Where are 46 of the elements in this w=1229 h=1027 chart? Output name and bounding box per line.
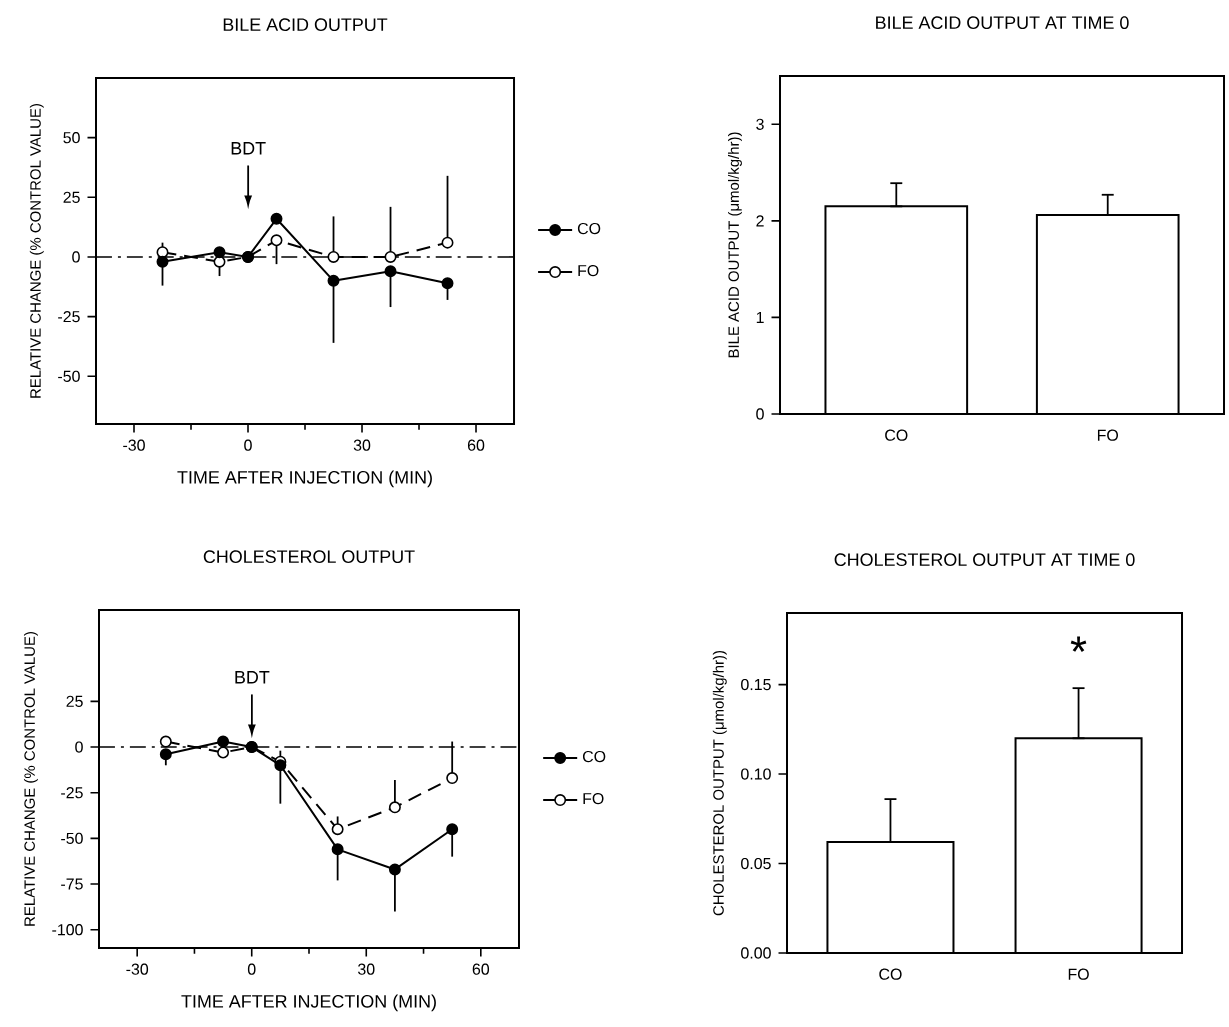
chart-title: CHOLESTEROL OUTPUT bbox=[203, 550, 415, 564]
y-tick-label: 0.10 bbox=[741, 768, 771, 780]
annotation: * bbox=[1070, 636, 1087, 652]
legend-label: CO bbox=[582, 750, 606, 763]
y-tick-label: -50 bbox=[61, 832, 83, 845]
x-tick-label: 60 bbox=[472, 963, 490, 975]
y-tick-label: 3 bbox=[756, 118, 764, 130]
y-axis-title: BILE ACID OUTPUT (μmol/kg/hr)) bbox=[728, 132, 742, 358]
x-axis-title: TIME AFTER INJECTION (MIN) bbox=[181, 994, 436, 1012]
y-tick-label: 25 bbox=[66, 695, 83, 707]
x-tick-label: 30 bbox=[358, 963, 375, 975]
legend-label: FO bbox=[578, 264, 599, 277]
x-tick-label: CO bbox=[879, 968, 902, 980]
legend-label: CO bbox=[577, 222, 601, 235]
x-tick-label: FO bbox=[1068, 968, 1089, 980]
y-tick-label: 0.00 bbox=[741, 947, 771, 959]
y-tick-label: -50 bbox=[58, 370, 80, 382]
y-tick-label: -25 bbox=[61, 787, 83, 799]
y-tick-label: -100 bbox=[52, 924, 83, 936]
x-tick-label: -30 bbox=[123, 439, 145, 451]
y-tick-label: -75 bbox=[61, 878, 83, 890]
annotation: BDT bbox=[235, 671, 270, 684]
x-tick-label: 60 bbox=[467, 439, 485, 451]
y-tick-label: 1 bbox=[756, 311, 764, 323]
y-tick-label: -25 bbox=[58, 310, 80, 323]
y-tick-label: 2 bbox=[756, 215, 764, 227]
x-tick-label: -30 bbox=[126, 963, 149, 975]
y-tick-label: 0.15 bbox=[741, 678, 771, 691]
y-tick-label: 0.05 bbox=[741, 857, 771, 870]
x-tick-label: 0 bbox=[247, 963, 256, 975]
y-tick-label: 0 bbox=[72, 251, 80, 263]
y-tick-label: 0 bbox=[75, 741, 83, 753]
x-axis-title: TIME AFTER INJECTION (MIN) bbox=[177, 470, 432, 488]
y-tick-label: 0 bbox=[756, 408, 764, 420]
chart-title: BILE ACID OUTPUT bbox=[223, 18, 388, 32]
legend-label: FO bbox=[583, 792, 604, 805]
y-tick-label: 25 bbox=[63, 191, 80, 203]
y-tick-label: 50 bbox=[63, 132, 80, 144]
y-axis-title: RELATIVE CHANGE (% CONTROL VALUE) bbox=[23, 631, 38, 926]
chart-title: CHOLESTEROL OUTPUT AT TIME 0 bbox=[834, 553, 1135, 567]
chart-title: BILE ACID OUTPUT AT TIME 0 bbox=[876, 16, 1129, 30]
x-tick-label: 0 bbox=[244, 439, 252, 451]
y-axis-title: RELATIVE CHANGE (% CONTROL VALUE) bbox=[29, 103, 44, 398]
annotation: BDT bbox=[231, 142, 266, 155]
x-tick-label: 30 bbox=[353, 439, 371, 451]
y-axis-title: CHOLESTEROL OUTPUT (μmol/kg/hr)) bbox=[712, 650, 727, 916]
